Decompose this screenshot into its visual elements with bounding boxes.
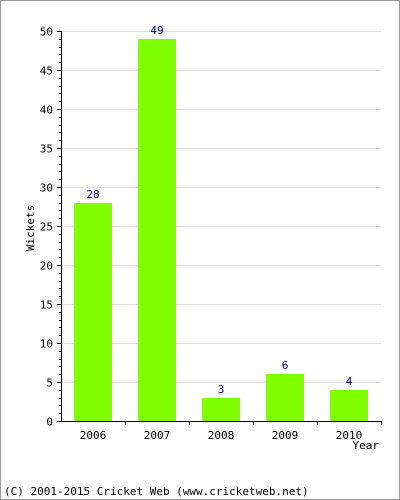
y-tick-label: 45 <box>40 65 53 78</box>
y-tick-label: 10 <box>40 338 53 351</box>
y-tick-label: 20 <box>40 260 53 273</box>
y-axis-title: Wickets <box>24 205 37 251</box>
bar-2007 <box>138 39 176 421</box>
bar-2009 <box>266 374 304 421</box>
y-tick-label: 35 <box>40 143 53 156</box>
y-tick-label: 30 <box>40 182 53 195</box>
x-tick-label-2007: 2007 <box>144 429 171 442</box>
value-label-2007: 49 <box>150 24 163 37</box>
x-tick-label-2006: 2006 <box>80 429 107 442</box>
y-tick-label: 15 <box>40 299 53 312</box>
x-axis-title: Year <box>353 439 380 452</box>
value-label-2010: 4 <box>346 375 353 388</box>
bar-2008 <box>202 398 240 421</box>
y-tick-label: 0 <box>46 416 53 429</box>
y-tick-label: 5 <box>46 377 53 390</box>
bar-2006 <box>74 203 112 421</box>
gridlines <box>61 31 381 383</box>
labels: 0 5 10 15 20 25 30 35 40 45 50 28 2006 49 2007 3 2008 6 20… <box>40 24 363 442</box>
value-label-2006: 28 <box>86 188 99 201</box>
bar-2010 <box>330 390 368 421</box>
value-label-2009: 6 <box>282 359 289 372</box>
x-tick-label-2009: 2009 <box>272 429 299 442</box>
y-tick-label: 40 <box>40 104 53 117</box>
bars <box>74 39 368 421</box>
y-tick-label: 50 <box>40 26 53 39</box>
copyright-footer: (C) 2001-2015 Cricket Web (www.cricketwe… <box>4 485 309 498</box>
axes <box>57 31 382 425</box>
x-tick-label-2010: 2010 <box>336 429 363 442</box>
value-label-2008: 3 <box>218 383 225 396</box>
x-tick-label-2008: 2008 <box>208 429 235 442</box>
y-tick-label: 25 <box>40 221 53 234</box>
